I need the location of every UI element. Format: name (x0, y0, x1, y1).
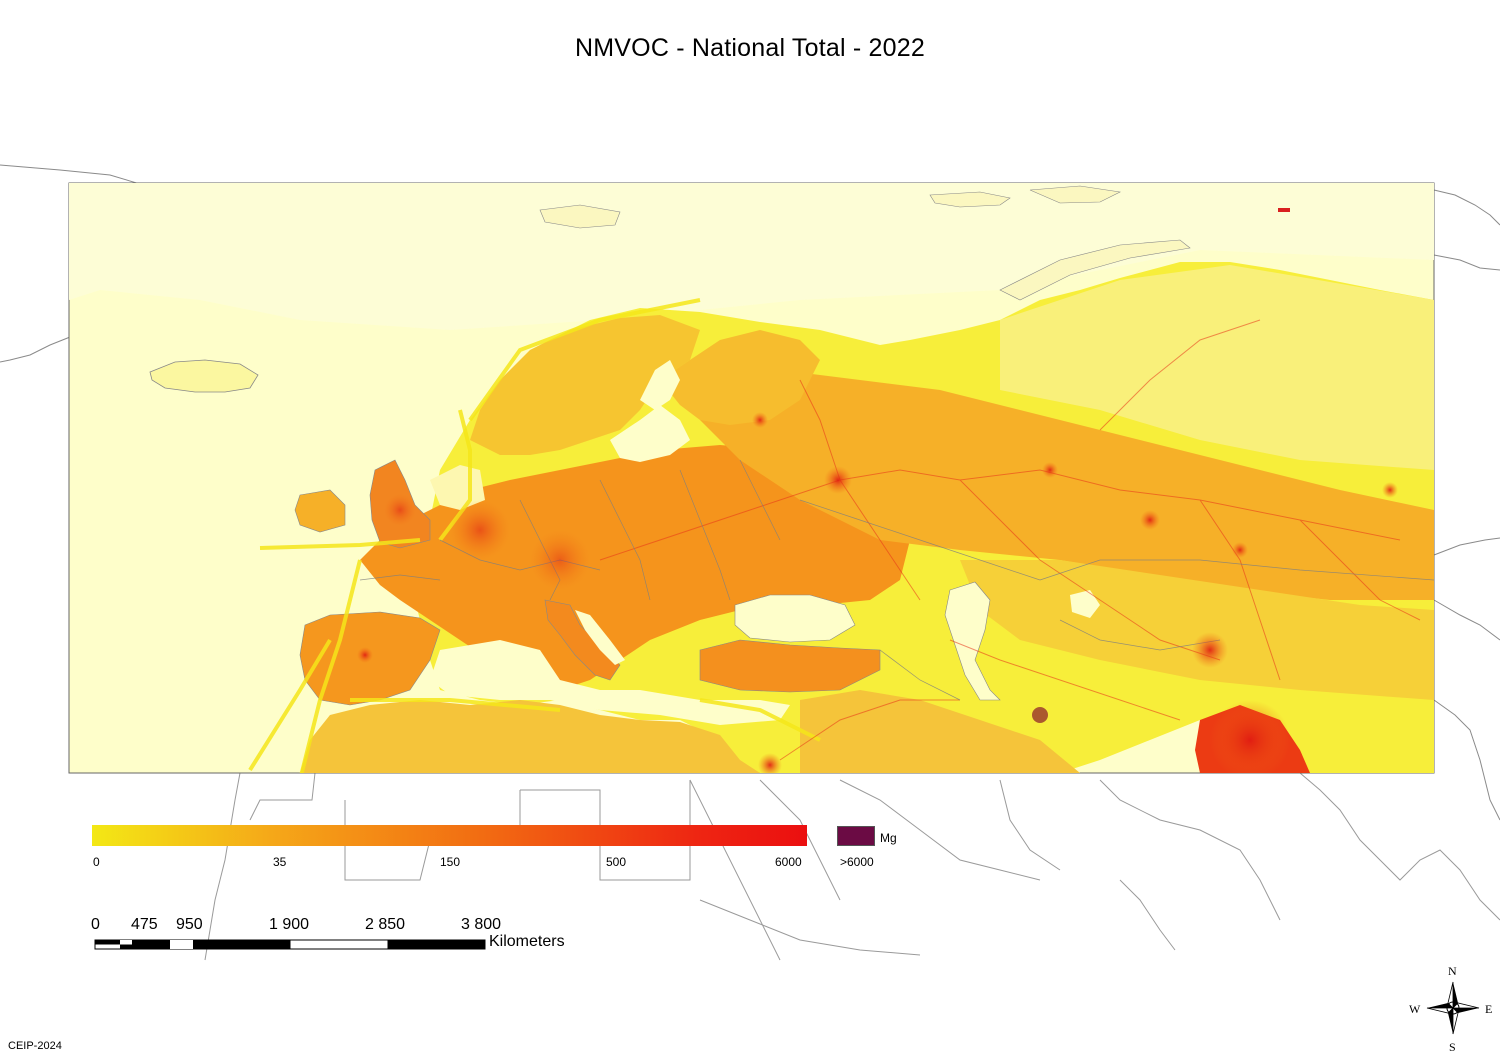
middle-east (800, 690, 1080, 773)
scale-tick-3800: 3 800 (461, 916, 502, 933)
gulf-of-bothnia (640, 360, 680, 410)
legend-tick-500: 500 (606, 855, 627, 869)
scale-bar (94, 939, 486, 950)
scandinavia-landmass (470, 315, 700, 455)
north-africa-landmass (300, 700, 760, 773)
adriatic-sea (575, 610, 625, 665)
siberia-plain (1000, 265, 1434, 470)
finland-landmass (660, 330, 820, 425)
map-title: NMVOC - National Total - 2022 (575, 34, 925, 62)
scale-tick-0: 0 (91, 916, 100, 933)
caspian-sea (944, 581, 1001, 701)
emission-hotspots (357, 412, 1398, 773)
compass-south: S (1449, 1040, 1456, 1054)
baltic-sea (610, 405, 690, 462)
black-sea (734, 594, 856, 643)
scale-units-label: Kilometers (489, 933, 565, 950)
mediterranean-sea (430, 640, 790, 725)
arctic-islands (539, 185, 1191, 301)
scale-tick-950: 950 (176, 916, 203, 933)
legend-over-label: >6000 (840, 855, 874, 869)
arctic-sea-zone (69, 183, 1434, 330)
compass-north: N (1448, 964, 1457, 978)
italy (544, 599, 621, 681)
scale-tick-1900: 1 900 (269, 916, 310, 933)
legend-tick-0: 0 (93, 855, 100, 869)
legend-tick-35: 35 (273, 855, 287, 869)
credit-label: CEIP-2024 (8, 1040, 62, 1052)
legend-gradient-bar (92, 825, 807, 846)
scale-tick-2850: 2 850 (365, 916, 406, 933)
turkey (699, 639, 881, 693)
legend-unit: Mg (880, 831, 897, 845)
transport-network (599, 319, 1421, 761)
compass-rose (1426, 981, 1480, 1035)
legend-tick-6000: 6000 (775, 855, 802, 869)
scale-tick-475: 475 (131, 916, 158, 933)
compass-west: W (1409, 1002, 1421, 1016)
legend-tick-150: 150 (440, 855, 461, 869)
iceland-landmass (149, 359, 259, 393)
svalbard-hotspot (1278, 208, 1290, 212)
aral-sea (1070, 590, 1100, 618)
country-borders (359, 459, 1434, 701)
ireland (294, 489, 346, 533)
legend-over-swatch (837, 826, 875, 846)
russia-belt (700, 370, 1434, 600)
compass-east: E (1485, 1002, 1493, 1016)
southern-outlines (204, 772, 1500, 961)
